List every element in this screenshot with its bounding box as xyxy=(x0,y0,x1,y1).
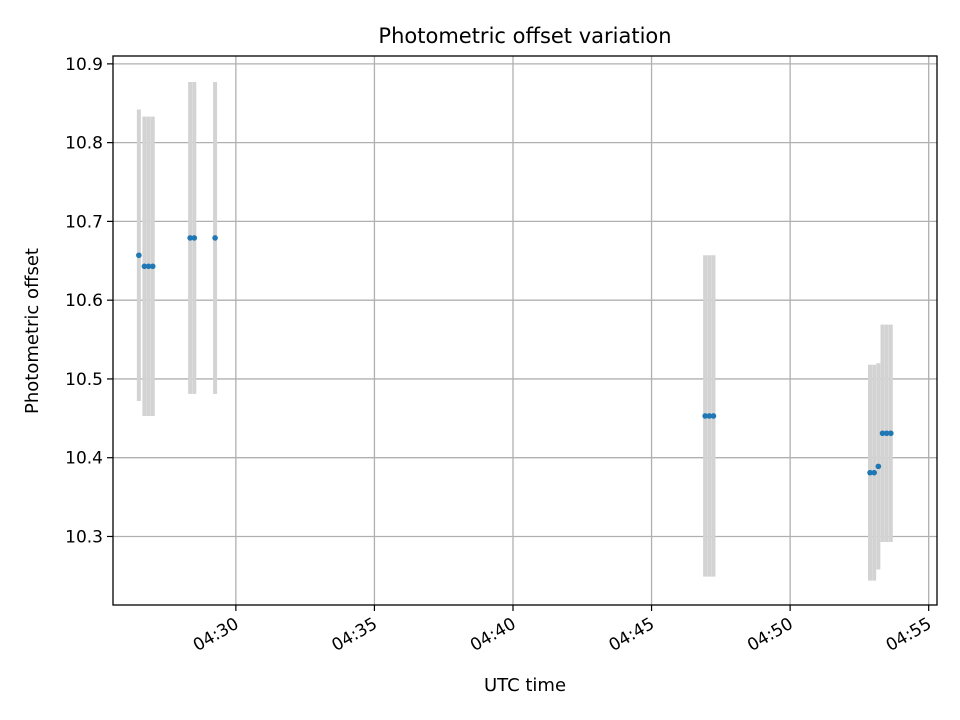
y-tick-label: 10.7 xyxy=(65,212,103,232)
y-tick-label: 10.5 xyxy=(65,370,103,390)
data-point xyxy=(710,413,717,419)
y-tick-label: 10.8 xyxy=(65,134,103,154)
y-axis-ticks: 10.3 10.4 10.5 10.6 10.7 10.8 10.9 xyxy=(65,55,113,547)
data-point xyxy=(187,235,193,241)
data-points xyxy=(136,235,894,476)
y-axis-label: Photometric offset xyxy=(22,248,43,414)
data-point xyxy=(888,430,894,437)
data-point xyxy=(212,235,218,241)
y-tick-label: 10.3 xyxy=(65,527,103,547)
data-point xyxy=(141,263,148,270)
data-point xyxy=(145,263,152,270)
data-point xyxy=(883,430,890,437)
plot-frame xyxy=(112,55,938,606)
x-axis-label: UTC time xyxy=(484,675,566,696)
data-point xyxy=(871,469,877,476)
data-point xyxy=(136,252,142,259)
data-point xyxy=(191,235,198,241)
grid xyxy=(113,56,937,605)
data-point xyxy=(867,469,873,476)
data-point xyxy=(149,263,156,270)
data-point xyxy=(702,413,708,419)
y-tick-label: 10.9 xyxy=(65,55,103,75)
data-point xyxy=(875,463,882,470)
y-tick-label: 10.6 xyxy=(65,291,103,311)
data-point xyxy=(706,413,713,419)
data-point xyxy=(879,430,886,437)
chart-title: Photometric offset variation xyxy=(378,24,671,48)
y-tick-label: 10.4 xyxy=(65,449,103,469)
